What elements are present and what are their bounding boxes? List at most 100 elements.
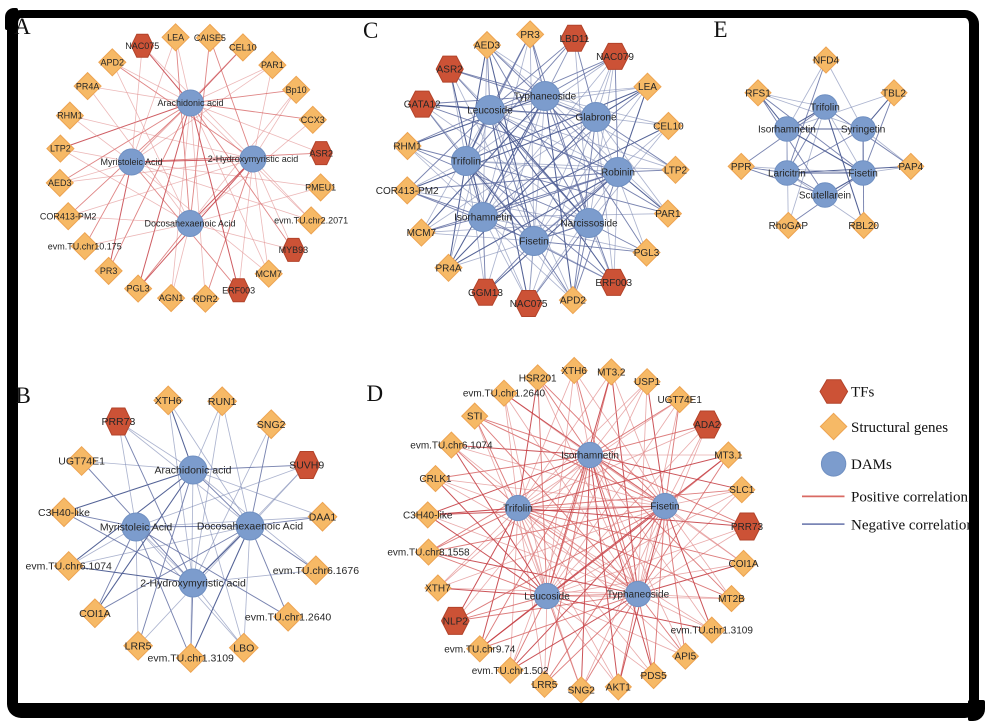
svg-text:PAP4: PAP4 bbox=[898, 162, 923, 173]
svg-text:UGT74E1: UGT74E1 bbox=[657, 395, 702, 406]
svg-text:HSR201: HSR201 bbox=[519, 373, 557, 384]
svg-text:MYB93: MYB93 bbox=[279, 245, 309, 255]
svg-text:Structural genes: Structural genes bbox=[851, 420, 948, 436]
svg-text:MT3.2: MT3.2 bbox=[597, 367, 626, 378]
svg-text:COR413-PM2: COR413-PM2 bbox=[376, 186, 439, 197]
svg-text:PAR1: PAR1 bbox=[655, 209, 681, 220]
svg-text:evm.TU.chr6.1676: evm.TU.chr6.1676 bbox=[273, 565, 360, 577]
svg-text:Leucoside: Leucoside bbox=[467, 106, 513, 117]
svg-text:NFD4: NFD4 bbox=[813, 56, 840, 67]
svg-text:2-Hydroxymyristic acid: 2-Hydroxymyristic acid bbox=[140, 578, 246, 590]
svg-text:GGM13: GGM13 bbox=[468, 288, 503, 299]
svg-text:AGN1: AGN1 bbox=[159, 293, 184, 303]
svg-text:evm.TU.chr1.502: evm.TU.chr1.502 bbox=[472, 666, 549, 677]
svg-text:ERF003: ERF003 bbox=[595, 278, 632, 289]
svg-text:evm.TU.chr6.1074: evm.TU.chr6.1074 bbox=[26, 561, 113, 573]
svg-text:Trifolin: Trifolin bbox=[451, 157, 481, 168]
svg-text:RHM1: RHM1 bbox=[393, 142, 422, 153]
svg-text:COI1A: COI1A bbox=[728, 559, 758, 570]
svg-text:PR4A: PR4A bbox=[76, 81, 100, 91]
svg-text:Isorhamnetin: Isorhamnetin bbox=[454, 213, 512, 224]
svg-text:Fisetin: Fisetin bbox=[519, 237, 548, 248]
svg-text:Fisetin: Fisetin bbox=[650, 502, 679, 513]
svg-text:RhoGAP: RhoGAP bbox=[769, 221, 809, 232]
svg-text:CCX3: CCX3 bbox=[301, 115, 325, 125]
svg-text:STI: STI bbox=[467, 412, 483, 423]
svg-text:NAC079: NAC079 bbox=[596, 52, 634, 63]
svg-text:ADA2: ADA2 bbox=[694, 420, 721, 431]
svg-text:CAISE5: CAISE5 bbox=[194, 33, 226, 43]
svg-text:LBD11: LBD11 bbox=[559, 34, 589, 45]
svg-text:TBL2: TBL2 bbox=[882, 88, 906, 99]
svg-text:NAC075: NAC075 bbox=[125, 41, 159, 51]
svg-text:Positive correlation: Positive correlation bbox=[851, 490, 969, 506]
svg-text:RFS1: RFS1 bbox=[745, 88, 771, 99]
svg-text:Typhaneoside: Typhaneoside bbox=[514, 92, 577, 103]
svg-text:Robinin: Robinin bbox=[601, 168, 635, 179]
svg-text:LRR5: LRR5 bbox=[532, 680, 558, 691]
svg-text:evm.TU.chr1.3109: evm.TU.chr1.3109 bbox=[148, 653, 235, 665]
svg-text:ASR2: ASR2 bbox=[309, 148, 333, 158]
svg-text:XTH6: XTH6 bbox=[561, 366, 587, 377]
svg-text:MT3.1: MT3.1 bbox=[714, 451, 743, 462]
svg-text:Isorhamnetin: Isorhamnetin bbox=[561, 451, 619, 462]
svg-text:LBO: LBO bbox=[233, 642, 254, 654]
svg-text:MCM7: MCM7 bbox=[255, 269, 282, 279]
svg-text:SNG2: SNG2 bbox=[568, 685, 596, 696]
svg-text:MT2B: MT2B bbox=[718, 594, 745, 605]
svg-text:RUN1: RUN1 bbox=[208, 396, 237, 408]
svg-text:AED3: AED3 bbox=[48, 178, 72, 188]
svg-text:RDR2: RDR2 bbox=[193, 294, 218, 304]
svg-text:API5: API5 bbox=[675, 652, 697, 663]
svg-text:Myristoleic Acid: Myristoleic Acid bbox=[100, 522, 173, 534]
svg-text:PMEU1: PMEU1 bbox=[305, 183, 336, 193]
svg-text:PR3: PR3 bbox=[100, 266, 118, 276]
svg-text:ERF003: ERF003 bbox=[222, 286, 255, 296]
svg-text:UGT74E1: UGT74E1 bbox=[58, 456, 105, 468]
svg-text:Leucoside: Leucoside bbox=[524, 592, 570, 603]
svg-text:Scutellarein: Scutellarein bbox=[799, 191, 851, 202]
svg-text:Negative correlation: Negative correlation bbox=[851, 517, 974, 533]
svg-text:PGL3: PGL3 bbox=[634, 248, 660, 259]
svg-text:Glabrone: Glabrone bbox=[575, 113, 617, 124]
svg-text:TFs: TFs bbox=[851, 385, 875, 401]
svg-text:COR413-PM2: COR413-PM2 bbox=[40, 211, 97, 221]
svg-text:PR3: PR3 bbox=[520, 30, 540, 41]
svg-text:Trifolin: Trifolin bbox=[503, 504, 533, 515]
svg-text:GATA12: GATA12 bbox=[404, 100, 441, 111]
svg-text:PGL3: PGL3 bbox=[127, 284, 150, 294]
svg-text:XTH6: XTH6 bbox=[155, 395, 182, 407]
svg-text:COI1A: COI1A bbox=[79, 608, 111, 620]
svg-text:SLC1: SLC1 bbox=[729, 485, 754, 496]
svg-text:CEL10: CEL10 bbox=[229, 43, 257, 53]
svg-text:NLP2: NLP2 bbox=[443, 616, 468, 627]
svg-text:2-Hydroxymyristic acid: 2-Hydroxymyristic acid bbox=[208, 154, 299, 164]
svg-text:NAC075: NAC075 bbox=[510, 299, 548, 310]
svg-text:Syringetin: Syringetin bbox=[841, 125, 885, 136]
svg-text:PDS5: PDS5 bbox=[641, 671, 668, 682]
svg-text:evm.TU.chr2.2071: evm.TU.chr2.2071 bbox=[274, 216, 348, 226]
svg-text:DAMs: DAMs bbox=[851, 457, 892, 473]
svg-text:APD2: APD2 bbox=[101, 57, 125, 67]
svg-text:DAA1: DAA1 bbox=[309, 511, 337, 523]
svg-text:evm.TU.chr1.2640: evm.TU.chr1.2640 bbox=[463, 389, 546, 400]
svg-text:Myristoleic Acid: Myristoleic Acid bbox=[100, 157, 162, 167]
svg-text:Fisetin: Fisetin bbox=[848, 169, 877, 180]
svg-text:XTH7: XTH7 bbox=[425, 584, 451, 595]
svg-text:Bp10: Bp10 bbox=[286, 85, 307, 95]
svg-text:evm.TU.chr9.74: evm.TU.chr9.74 bbox=[444, 644, 516, 655]
svg-text:Narcissoside: Narcissoside bbox=[560, 219, 618, 230]
svg-text:USP1: USP1 bbox=[634, 377, 661, 388]
svg-text:LEA: LEA bbox=[638, 82, 657, 93]
svg-text:PRR73: PRR73 bbox=[731, 522, 764, 533]
svg-text:evm.TU.chr1.2640: evm.TU.chr1.2640 bbox=[245, 611, 332, 623]
svg-text:CRLK1: CRLK1 bbox=[419, 474, 452, 485]
svg-text:evm.TU.chr6.1074: evm.TU.chr6.1074 bbox=[410, 441, 493, 452]
svg-text:MCM7: MCM7 bbox=[407, 228, 437, 239]
svg-text:C3H40-like: C3H40-like bbox=[403, 510, 453, 521]
svg-text:Typhaneoside: Typhaneoside bbox=[607, 590, 670, 601]
svg-text:evm.TU.chr10.175: evm.TU.chr10.175 bbox=[48, 241, 122, 251]
svg-text:Docosahexaenoic Acid: Docosahexaenoic Acid bbox=[144, 219, 235, 229]
svg-text:SUVH9: SUVH9 bbox=[289, 460, 324, 472]
svg-text:AKT1: AKT1 bbox=[606, 682, 631, 693]
